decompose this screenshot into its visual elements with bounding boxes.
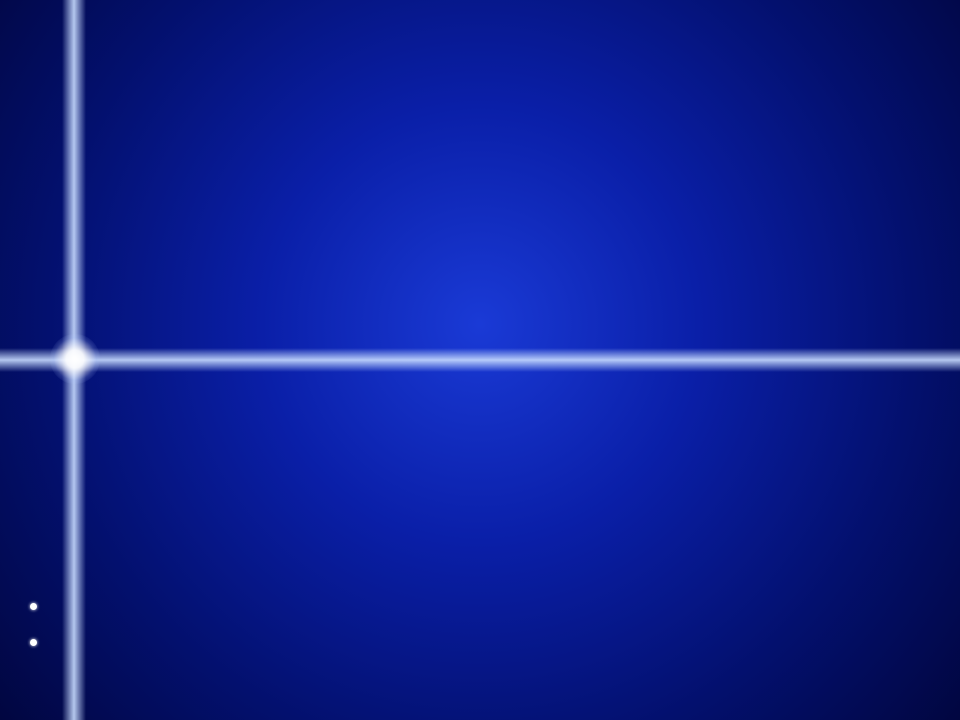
lens-flare-vertical [62,0,86,720]
legend [12,590,45,661]
lens-flare-horizontal [0,348,960,372]
legend-item-2 [12,590,45,626]
slide-root [0,0,960,720]
legend-item-3 [12,626,45,662]
lens-flare-center [50,334,100,384]
